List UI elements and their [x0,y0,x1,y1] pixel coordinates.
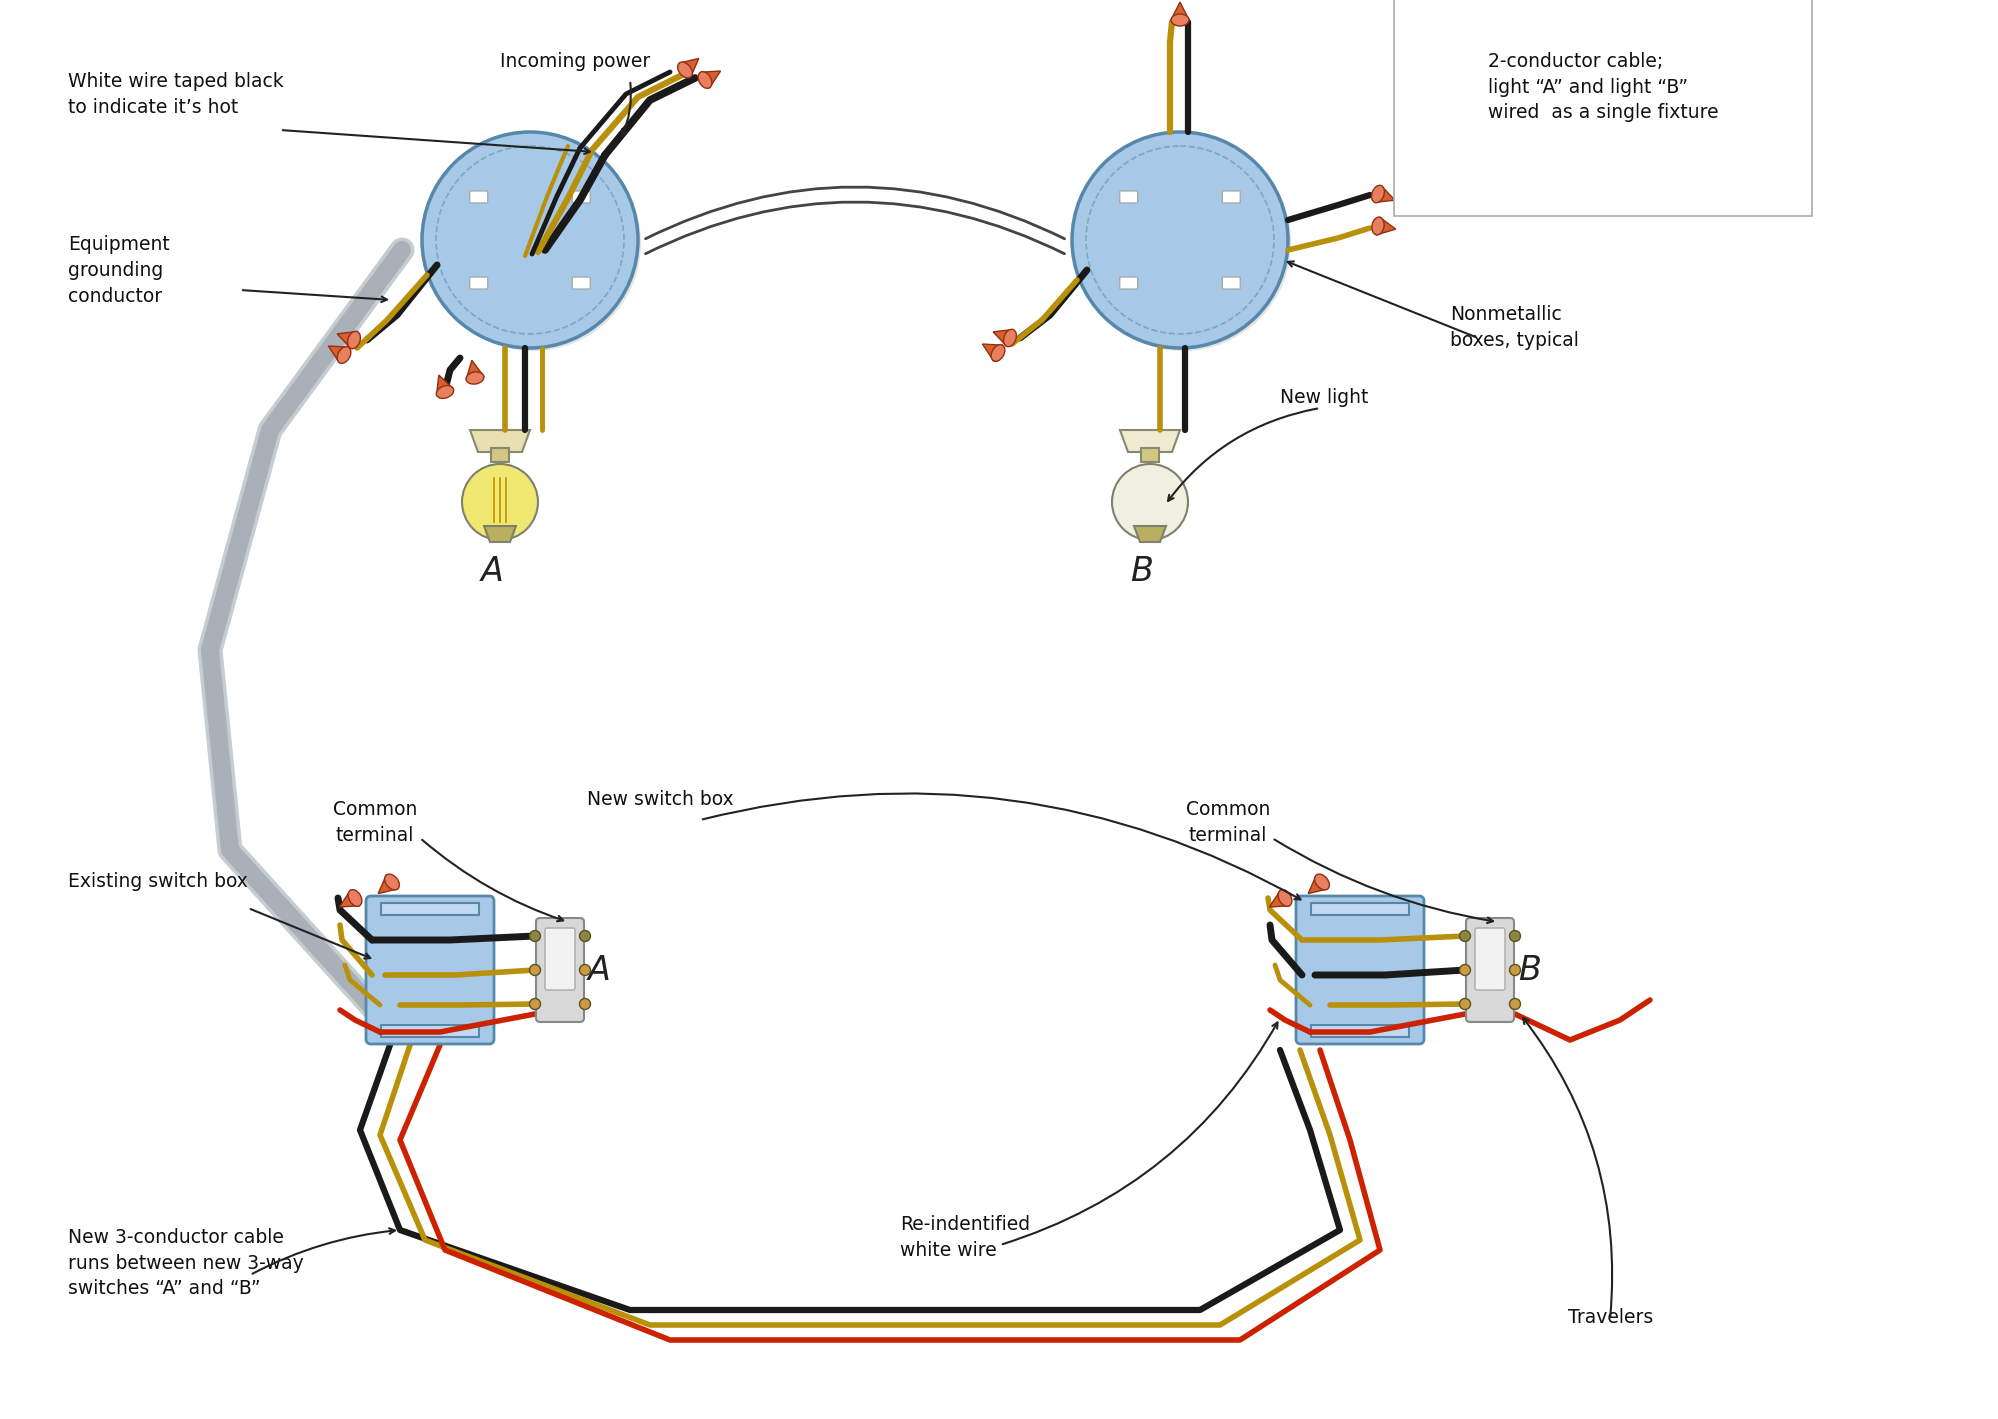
Polygon shape [1375,186,1395,203]
FancyBboxPatch shape [1295,895,1423,1044]
Circle shape [529,965,539,975]
FancyBboxPatch shape [366,895,494,1044]
Polygon shape [338,332,358,349]
Circle shape [1111,464,1187,541]
Text: A: A [587,954,611,986]
Text: 2-conductor cable;
light “A” and light “B”
wired  as a single fixture: 2-conductor cable; light “A” and light “… [1487,53,1718,122]
Circle shape [1071,132,1287,348]
Text: Equipment
grounding
conductor: Equipment grounding conductor [68,236,170,305]
Polygon shape [993,329,1013,346]
FancyBboxPatch shape [545,928,575,990]
Text: New 3-conductor cable
runs between new 3-way
switches “A” and “B”: New 3-conductor cable runs between new 3… [68,1227,304,1298]
Ellipse shape [1371,217,1383,236]
Ellipse shape [348,890,362,907]
FancyBboxPatch shape [1221,277,1239,289]
Circle shape [579,999,589,1009]
Bar [1141,448,1159,463]
Bar [382,1025,480,1037]
Ellipse shape [677,62,691,78]
Polygon shape [1133,526,1165,542]
Circle shape [1508,965,1520,975]
Bar [382,902,480,915]
Text: Incoming power: Incoming power [500,53,649,71]
Text: Nonmetallic
boxes, typical: Nonmetallic boxes, typical [1449,305,1578,349]
Bar [492,448,509,463]
FancyBboxPatch shape [470,277,488,289]
Polygon shape [466,360,484,379]
Ellipse shape [1171,14,1189,26]
Polygon shape [981,343,1003,360]
Circle shape [462,464,537,541]
Bar [1311,902,1409,915]
Text: Re-indentified
white wire: Re-indentified white wire [899,1215,1029,1260]
Text: Common
terminal: Common terminal [1185,800,1269,844]
Circle shape [1459,965,1471,975]
Polygon shape [1377,217,1395,236]
Polygon shape [436,375,454,394]
FancyBboxPatch shape [1119,192,1137,203]
Text: Common
terminal: Common terminal [332,800,418,844]
Text: A: A [480,555,503,587]
Polygon shape [1171,1,1189,20]
Polygon shape [484,526,515,542]
Polygon shape [378,876,398,894]
Text: New light: New light [1279,387,1369,407]
Polygon shape [328,346,348,363]
Circle shape [1508,931,1520,941]
Text: B: B [1516,954,1540,986]
Ellipse shape [466,372,484,385]
FancyBboxPatch shape [571,277,589,289]
Circle shape [1075,135,1291,350]
FancyBboxPatch shape [1465,918,1512,1022]
Circle shape [422,132,637,348]
Ellipse shape [991,345,1005,362]
FancyBboxPatch shape [535,918,583,1022]
Ellipse shape [1003,329,1015,346]
Ellipse shape [697,71,711,88]
Circle shape [529,931,539,941]
Polygon shape [679,58,699,77]
FancyBboxPatch shape [1475,928,1504,990]
Text: Existing switch box: Existing switch box [68,873,248,891]
Ellipse shape [1315,874,1329,890]
Ellipse shape [1371,186,1385,203]
Text: White wire taped black
to indicate it’s hot: White wire taped black to indicate it’s … [68,72,284,116]
Text: Travelers: Travelers [1566,1308,1652,1327]
Polygon shape [470,430,529,453]
FancyBboxPatch shape [470,192,488,203]
Polygon shape [340,890,360,907]
FancyBboxPatch shape [1119,277,1137,289]
Ellipse shape [1277,890,1291,907]
Circle shape [579,931,589,941]
Ellipse shape [436,386,454,399]
FancyBboxPatch shape [1221,192,1239,203]
Circle shape [1508,999,1520,1009]
Circle shape [1459,999,1471,1009]
Ellipse shape [384,874,400,890]
Circle shape [426,135,641,350]
FancyBboxPatch shape [571,192,589,203]
Polygon shape [1269,890,1289,907]
Bar [1311,1025,1409,1037]
Polygon shape [1119,430,1179,453]
Polygon shape [699,71,719,88]
Ellipse shape [338,346,352,363]
Circle shape [1459,931,1471,941]
Circle shape [529,999,539,1009]
Text: New switch box: New switch box [585,790,733,809]
Text: B: B [1131,555,1153,587]
Polygon shape [1307,876,1327,894]
Ellipse shape [348,331,360,349]
Circle shape [579,965,589,975]
